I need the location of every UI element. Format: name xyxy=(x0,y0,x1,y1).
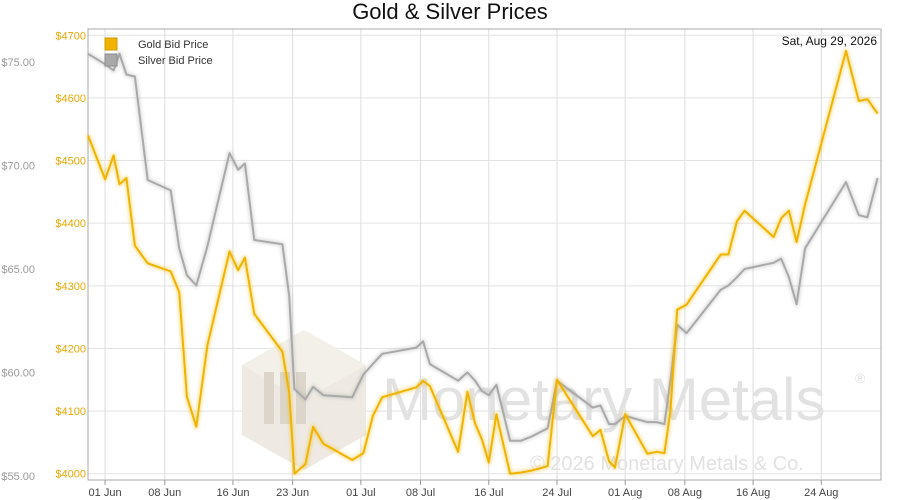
x-tick-label: 24 Aug xyxy=(804,487,838,499)
y-left-tick-label: $4500 xyxy=(55,156,86,168)
x-tick-label: 23 Jun xyxy=(276,487,309,499)
legend-label-silver[interactable]: Silver Bid Price xyxy=(138,55,213,67)
chart-title: Gold & Silver Prices xyxy=(352,0,548,24)
x-tick-label: 01 Aug xyxy=(608,487,642,499)
silver-price-line[interactable] xyxy=(87,52,879,442)
y-left-tick-label: $4100 xyxy=(55,406,86,418)
x-tick-label: 16 Aug xyxy=(736,487,770,499)
y-silver-tick-label: $75.00 xyxy=(1,57,35,69)
chart-legend: Gold Bid Price Silver Bid Price xyxy=(104,37,213,67)
y-silver-tick-label: $65.00 xyxy=(1,264,35,276)
date-label: Sat, Aug 29, 2026 xyxy=(782,34,878,48)
x-tick-label: 01 Jul xyxy=(346,487,375,499)
y-silver-tick-label: $55.00 xyxy=(1,471,35,483)
y-left-tick-label: $4200 xyxy=(55,343,86,355)
y-left-tick-label: $4700 xyxy=(55,30,86,42)
legend-label-gold[interactable]: Gold Bid Price xyxy=(138,39,208,51)
y-left-tick-label: $4400 xyxy=(55,218,86,230)
y-silver-tick-label: $70.00 xyxy=(1,161,35,173)
grid-lines xyxy=(88,29,881,480)
series-lines xyxy=(85,48,881,477)
x-tick-label: 16 Jun xyxy=(216,487,249,499)
y-silver-tick-label: $60.00 xyxy=(1,367,35,379)
y-left-tick-label: $4000 xyxy=(55,469,86,481)
x-tick-label: 08 Jun xyxy=(148,487,181,499)
x-tick-label: 08 Aug xyxy=(668,487,702,499)
legend-swatch-gold[interactable] xyxy=(104,37,118,51)
x-tick-label: 01 Jun xyxy=(89,487,122,499)
watermark-copyright: © 2026 Monetary Metals & Co. xyxy=(530,453,804,475)
y-left-tick-label: $4600 xyxy=(55,93,86,105)
plot-frame xyxy=(87,28,882,481)
legend-swatch-silver[interactable] xyxy=(104,53,118,67)
x-tick-label: 24 Jul xyxy=(542,487,571,499)
x-tick-label: 16 Jul xyxy=(474,487,503,499)
x-tick-label: 08 Jul xyxy=(406,487,435,499)
watermark-registered: ® xyxy=(855,370,866,386)
gold-price-line[interactable] xyxy=(87,49,879,475)
axis-ticks: 01 Jun 08 Jun 16 Jun 23 Jun 01 Jul 08 Jul 16 J… xyxy=(1,30,838,499)
y-left-tick-label: $4300 xyxy=(55,281,86,293)
